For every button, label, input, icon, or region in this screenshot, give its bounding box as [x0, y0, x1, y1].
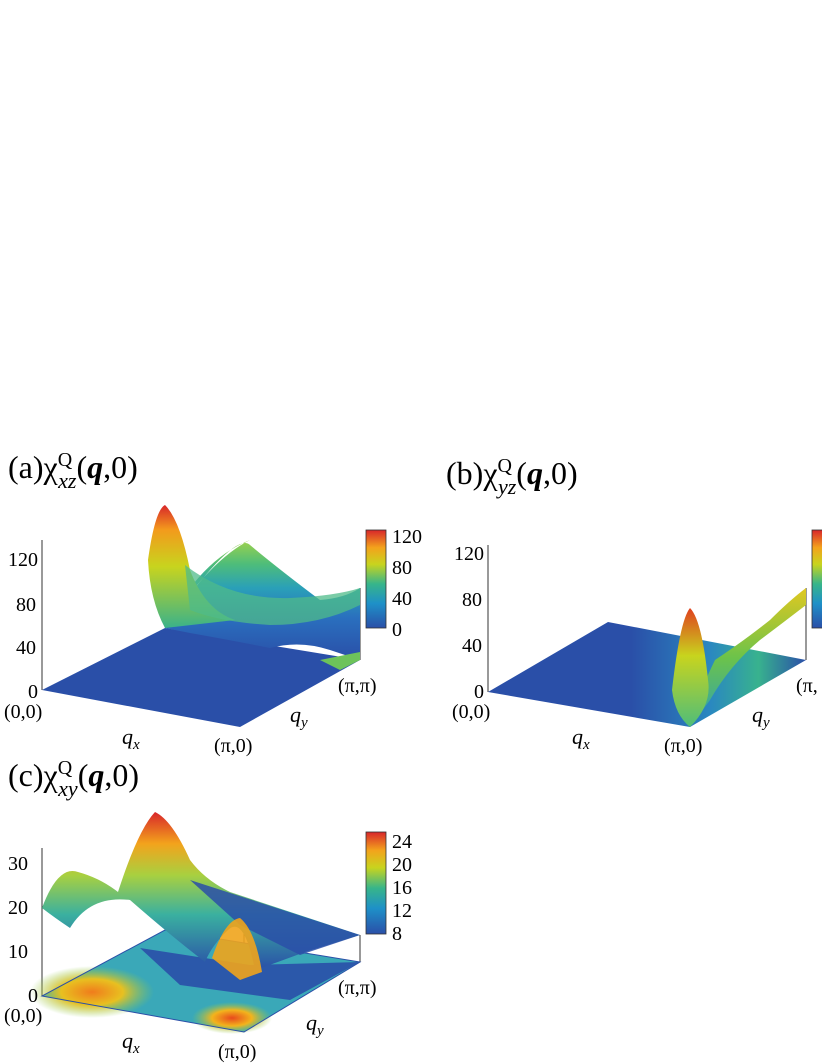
z-tick-c-10: 10	[8, 941, 28, 963]
cbar-tick-c-16: 16	[392, 877, 412, 899]
z-tick-b-0: 0	[474, 681, 484, 703]
colorbar-b	[811, 529, 822, 629]
cbar-tick-c-12: 12	[392, 900, 412, 922]
panel-c: (c)χQ xy(q,0) 30 20 10 0 (0,0) (π,0) (π,π…	[4, 757, 412, 1063]
z-tick-c-20: 20	[8, 897, 28, 919]
corner-pi0-a: (π,0)	[214, 735, 252, 757]
cbar-tick-a-80: 80	[392, 557, 412, 579]
cbar-tick-c-8: 8	[392, 923, 402, 945]
cbar-tick-a-40: 40	[392, 588, 412, 610]
ylabel-c: qy	[306, 1010, 324, 1039]
surface-second-peak-c	[212, 918, 262, 980]
corner-origin-a: (0,0)	[4, 701, 42, 723]
z-tick-a-0: 0	[28, 681, 38, 703]
corner-pipi-b: (π,	[796, 675, 818, 697]
corner-pi0-b: (π,0)	[664, 735, 702, 757]
panel-b: (b)χQ yz(q,0) 120 80 40 0 (0,0) (π,0) (π,…	[446, 455, 822, 757]
z-tick-c-0: 0	[28, 985, 38, 1007]
projection-hot-right-c	[192, 1002, 272, 1034]
cbar-tick-c-24: 24	[392, 831, 412, 853]
surface-floor-a	[42, 628, 360, 727]
corner-pipi-c: (π,π)	[338, 977, 377, 999]
panel-c-title: (c)χQ xy(q,0)	[8, 757, 139, 801]
xlabel-b: qx	[572, 724, 590, 753]
corner-pi0-c: (π,0)	[218, 1041, 256, 1063]
panel-a: (a)χQ xz(q,0) 120 80 40 0 (0,0) (π,0) (π,…	[4, 449, 422, 757]
panel-a-title: (a)χQ xz(q,0)	[8, 449, 138, 493]
z-tick-b-40: 40	[462, 635, 482, 657]
corner-origin-b: (0,0)	[452, 701, 490, 723]
surface-peak-a	[148, 505, 235, 628]
z-tick-c-30: 30	[8, 853, 28, 875]
xlabel-c: qx	[122, 1028, 140, 1057]
z-tick-a-120: 120	[8, 549, 38, 571]
z-tick-a-40: 40	[16, 637, 36, 659]
surface-ridge-a	[185, 565, 360, 625]
cbar-tick-a-120: 120	[392, 526, 422, 548]
surface-floor-b	[488, 622, 806, 727]
corner-origin-c: (0,0)	[4, 1005, 42, 1027]
xlabel-a: qx	[122, 724, 140, 753]
z-tick-b-80: 80	[462, 589, 482, 611]
surface-cold-region-c	[190, 880, 360, 955]
cbar-tick-c-20: 20	[392, 854, 412, 876]
z-tick-b-120: 120	[454, 543, 484, 565]
cbar-tick-a-0: 0	[392, 619, 402, 641]
z-tick-a-80: 80	[16, 594, 36, 616]
projection-outline-c	[40, 929, 362, 1033]
colorbar-a	[365, 529, 387, 629]
surface-ridge-b	[690, 588, 806, 727]
ylabel-b: qy	[752, 702, 770, 731]
projection-hot-left-c	[30, 966, 154, 1018]
surface-peak-b	[672, 608, 709, 727]
panel-b-title: (b)χQ yz(q,0)	[446, 455, 578, 499]
ylabel-a: qy	[290, 702, 308, 731]
surface-corner-a	[320, 652, 360, 670]
corner-pipi-a: (π,π)	[338, 675, 377, 697]
colorbar-c	[365, 831, 387, 935]
